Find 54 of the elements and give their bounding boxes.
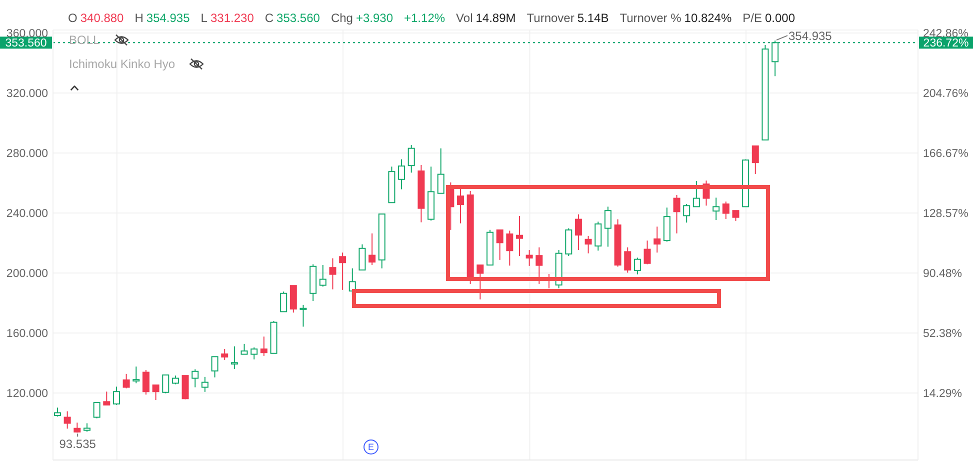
candlestick xyxy=(712,197,720,221)
candlestick xyxy=(211,356,218,378)
candlestick xyxy=(182,375,189,400)
y-tick-label: 280.000 xyxy=(6,148,48,160)
y-tick-label: 160.000 xyxy=(6,328,48,340)
y2-tick-label: 128.57% xyxy=(923,208,968,220)
candlestick xyxy=(103,391,110,406)
text: C 353.560 xyxy=(264,11,320,25)
candlestick xyxy=(506,230,514,266)
candlestick xyxy=(692,180,700,208)
y-tick-label: 120.000 xyxy=(6,388,48,400)
y2-tick-label: 14.29% xyxy=(923,388,962,400)
text: Chg +3.930 xyxy=(330,11,393,25)
candlestick xyxy=(388,166,396,204)
text: Vol 14.89M xyxy=(456,11,516,25)
y2-tick-label: 90.48% xyxy=(923,268,962,280)
y2-tick-label: 204.76% xyxy=(923,88,968,100)
text: P/E 0.000 xyxy=(742,11,796,25)
y2-tick-label: 52.38% xyxy=(923,328,962,340)
text: H 354.935 xyxy=(134,11,190,25)
annotation: Ichimoku Kinko Hyo xyxy=(69,57,176,71)
candlestick xyxy=(536,246,543,284)
text: Turnover % 10.824% xyxy=(620,11,732,25)
text: Turnover 5.14B xyxy=(526,11,609,25)
annotation: E xyxy=(368,442,374,452)
candlestick xyxy=(260,336,268,356)
candlestick xyxy=(516,215,523,257)
y-tick-label: 200.000 xyxy=(6,268,48,280)
annotation: 354.935 xyxy=(788,28,832,43)
candlestick xyxy=(526,250,533,266)
candlestick xyxy=(378,214,386,269)
text: 236.72% xyxy=(923,38,969,50)
candlestick xyxy=(418,164,425,223)
candlestick xyxy=(408,144,415,174)
ref-line-label: 353.560 xyxy=(5,38,47,50)
y-tick-label: 240.000 xyxy=(6,208,48,220)
candlestick xyxy=(752,145,759,174)
candlestick xyxy=(329,258,336,290)
annotation: BOLL xyxy=(69,33,100,47)
candlestick xyxy=(654,226,661,254)
text: O 340.880 xyxy=(68,11,124,25)
candlestick xyxy=(673,194,680,234)
y-tick-label: 320.000 xyxy=(6,88,48,100)
text: +1.12% xyxy=(404,11,446,25)
candlestick xyxy=(496,229,504,260)
annotation: 93.535 xyxy=(59,436,96,451)
candlestick xyxy=(230,346,238,370)
candlestick xyxy=(240,343,248,355)
candlestick xyxy=(172,375,179,385)
text: L 331.230 xyxy=(200,11,254,25)
candlestick xyxy=(152,384,160,401)
candlestick xyxy=(437,148,444,194)
candlestick xyxy=(574,214,582,251)
y2-tick-label: 166.67% xyxy=(923,148,968,160)
